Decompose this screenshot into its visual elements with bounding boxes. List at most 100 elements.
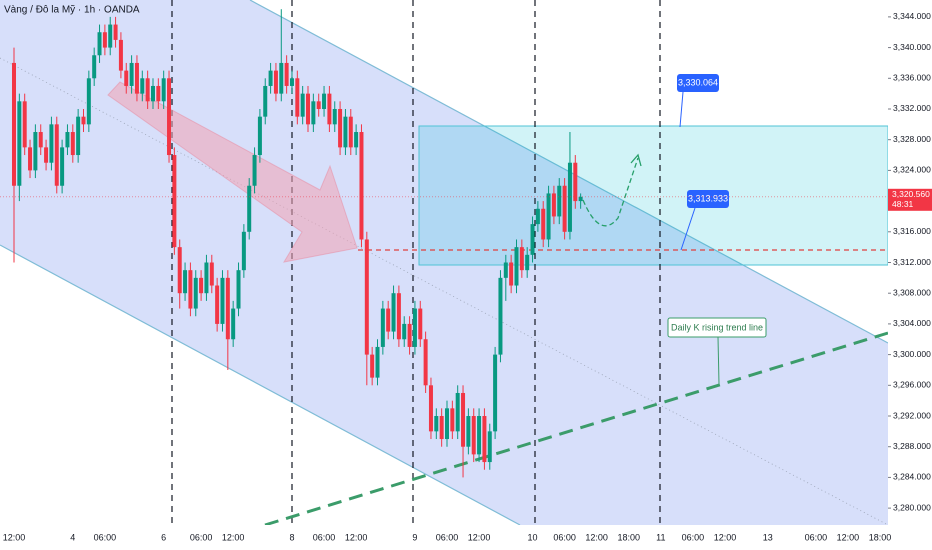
candle-body	[140, 78, 145, 94]
candle-body	[567, 162, 572, 232]
candle-body	[156, 85, 161, 102]
candle-body	[17, 101, 22, 186]
candle-body	[54, 124, 59, 186]
x-tick-label: 18:00	[869, 532, 892, 542]
candle-body	[530, 224, 535, 255]
candle-body	[439, 416, 444, 440]
y-tick-label: 3,316.000	[893, 226, 931, 236]
x-tick-label: 12:00	[714, 532, 737, 542]
y-tick-label: 3,300.000	[893, 349, 931, 359]
candle-body	[535, 208, 540, 225]
candle-body	[273, 70, 278, 94]
price-tag-label: 3,320.560	[892, 189, 930, 199]
x-tick-label: 06:00	[190, 532, 213, 542]
x-tick-label: 10	[528, 532, 538, 542]
candle-body	[86, 78, 91, 125]
candle-body	[188, 270, 193, 309]
candle-body	[396, 293, 401, 340]
x-tick-label: 6	[161, 532, 166, 542]
candle-body	[482, 416, 487, 463]
candle-body	[503, 262, 508, 278]
time-axis	[0, 525, 888, 550]
candle-body	[402, 323, 407, 340]
candle-body	[49, 124, 54, 163]
candle-body	[525, 254, 530, 271]
candle-body	[289, 78, 294, 86]
y-tick-label: 3,288.000	[893, 441, 931, 451]
y-tick-label: 3,296.000	[893, 380, 931, 390]
candle-body	[22, 101, 27, 148]
candle-body	[204, 262, 209, 294]
candle-body	[455, 392, 460, 432]
candle-body	[220, 277, 225, 324]
chart-title: Vàng / Đô la Mỹ · 1h · OANDA	[4, 5, 140, 16]
x-tick-label: 11	[656, 532, 665, 542]
y-tick-label: 3,324.000	[893, 165, 931, 175]
y-tick-label: 3,340.000	[893, 42, 931, 52]
x-tick-label: 12:00	[3, 532, 26, 542]
candle-body	[284, 62, 289, 86]
candle-body	[338, 108, 343, 148]
y-tick-label: 3,336.000	[893, 73, 931, 83]
candle-body	[450, 408, 455, 432]
candle-body	[477, 416, 482, 455]
y-tick-label: 3,284.000	[893, 472, 931, 482]
x-tick-label: 12:00	[468, 532, 491, 542]
candle-body	[231, 308, 236, 340]
candle-body	[108, 24, 113, 48]
x-tick-label: 12:00	[345, 532, 368, 542]
candle-body	[12, 62, 16, 186]
candle-body	[225, 277, 230, 340]
candle-body	[578, 196, 583, 202]
x-tick-label: 12:00	[585, 532, 608, 542]
candle-body	[354, 132, 359, 148]
candle-body	[28, 147, 33, 171]
x-tick-label: 12:00	[222, 532, 245, 542]
candle-body	[418, 308, 423, 340]
callout-line	[680, 207, 696, 251]
x-tick-label: 13	[763, 532, 773, 542]
price-axis	[888, 0, 932, 550]
channel-fill	[0, 0, 888, 525]
candle-body	[193, 277, 198, 309]
candle-body	[364, 239, 369, 355]
candle-body	[241, 231, 246, 271]
candle-body	[76, 116, 81, 156]
candle-body	[252, 155, 257, 186]
candle-body	[386, 308, 391, 332]
y-tick-label: 3,304.000	[893, 318, 931, 328]
channel-lower	[0, 244, 521, 526]
projection	[582, 157, 639, 227]
candle-body	[295, 78, 300, 117]
candle-body	[466, 416, 471, 447]
candle-body	[370, 354, 375, 378]
candle-body	[423, 339, 428, 386]
candle-body	[183, 270, 188, 294]
candle-body	[129, 62, 134, 86]
candle-body	[573, 162, 578, 202]
candle-body	[343, 116, 348, 148]
candle-body	[461, 392, 466, 447]
candle-body	[279, 62, 284, 94]
candle-body	[498, 277, 503, 355]
candle-body	[300, 93, 305, 117]
candle-body	[257, 116, 262, 156]
candle-body	[236, 270, 241, 309]
candle-body	[391, 293, 396, 332]
candle-body	[306, 93, 311, 125]
candle-body	[428, 385, 433, 432]
candle-body	[150, 85, 155, 102]
candle-body	[322, 93, 327, 109]
x-tick-label: 06:00	[553, 532, 576, 542]
candle-body	[562, 185, 567, 232]
candle-body	[209, 262, 214, 286]
candle-body	[487, 431, 492, 463]
candle-body	[145, 78, 150, 102]
candle-body	[124, 70, 129, 86]
candle-body	[161, 78, 166, 102]
candle-body	[263, 85, 268, 117]
candle-body	[247, 185, 252, 232]
candle-body	[134, 62, 139, 94]
candle-body	[167, 78, 172, 156]
callout-box	[687, 190, 729, 208]
